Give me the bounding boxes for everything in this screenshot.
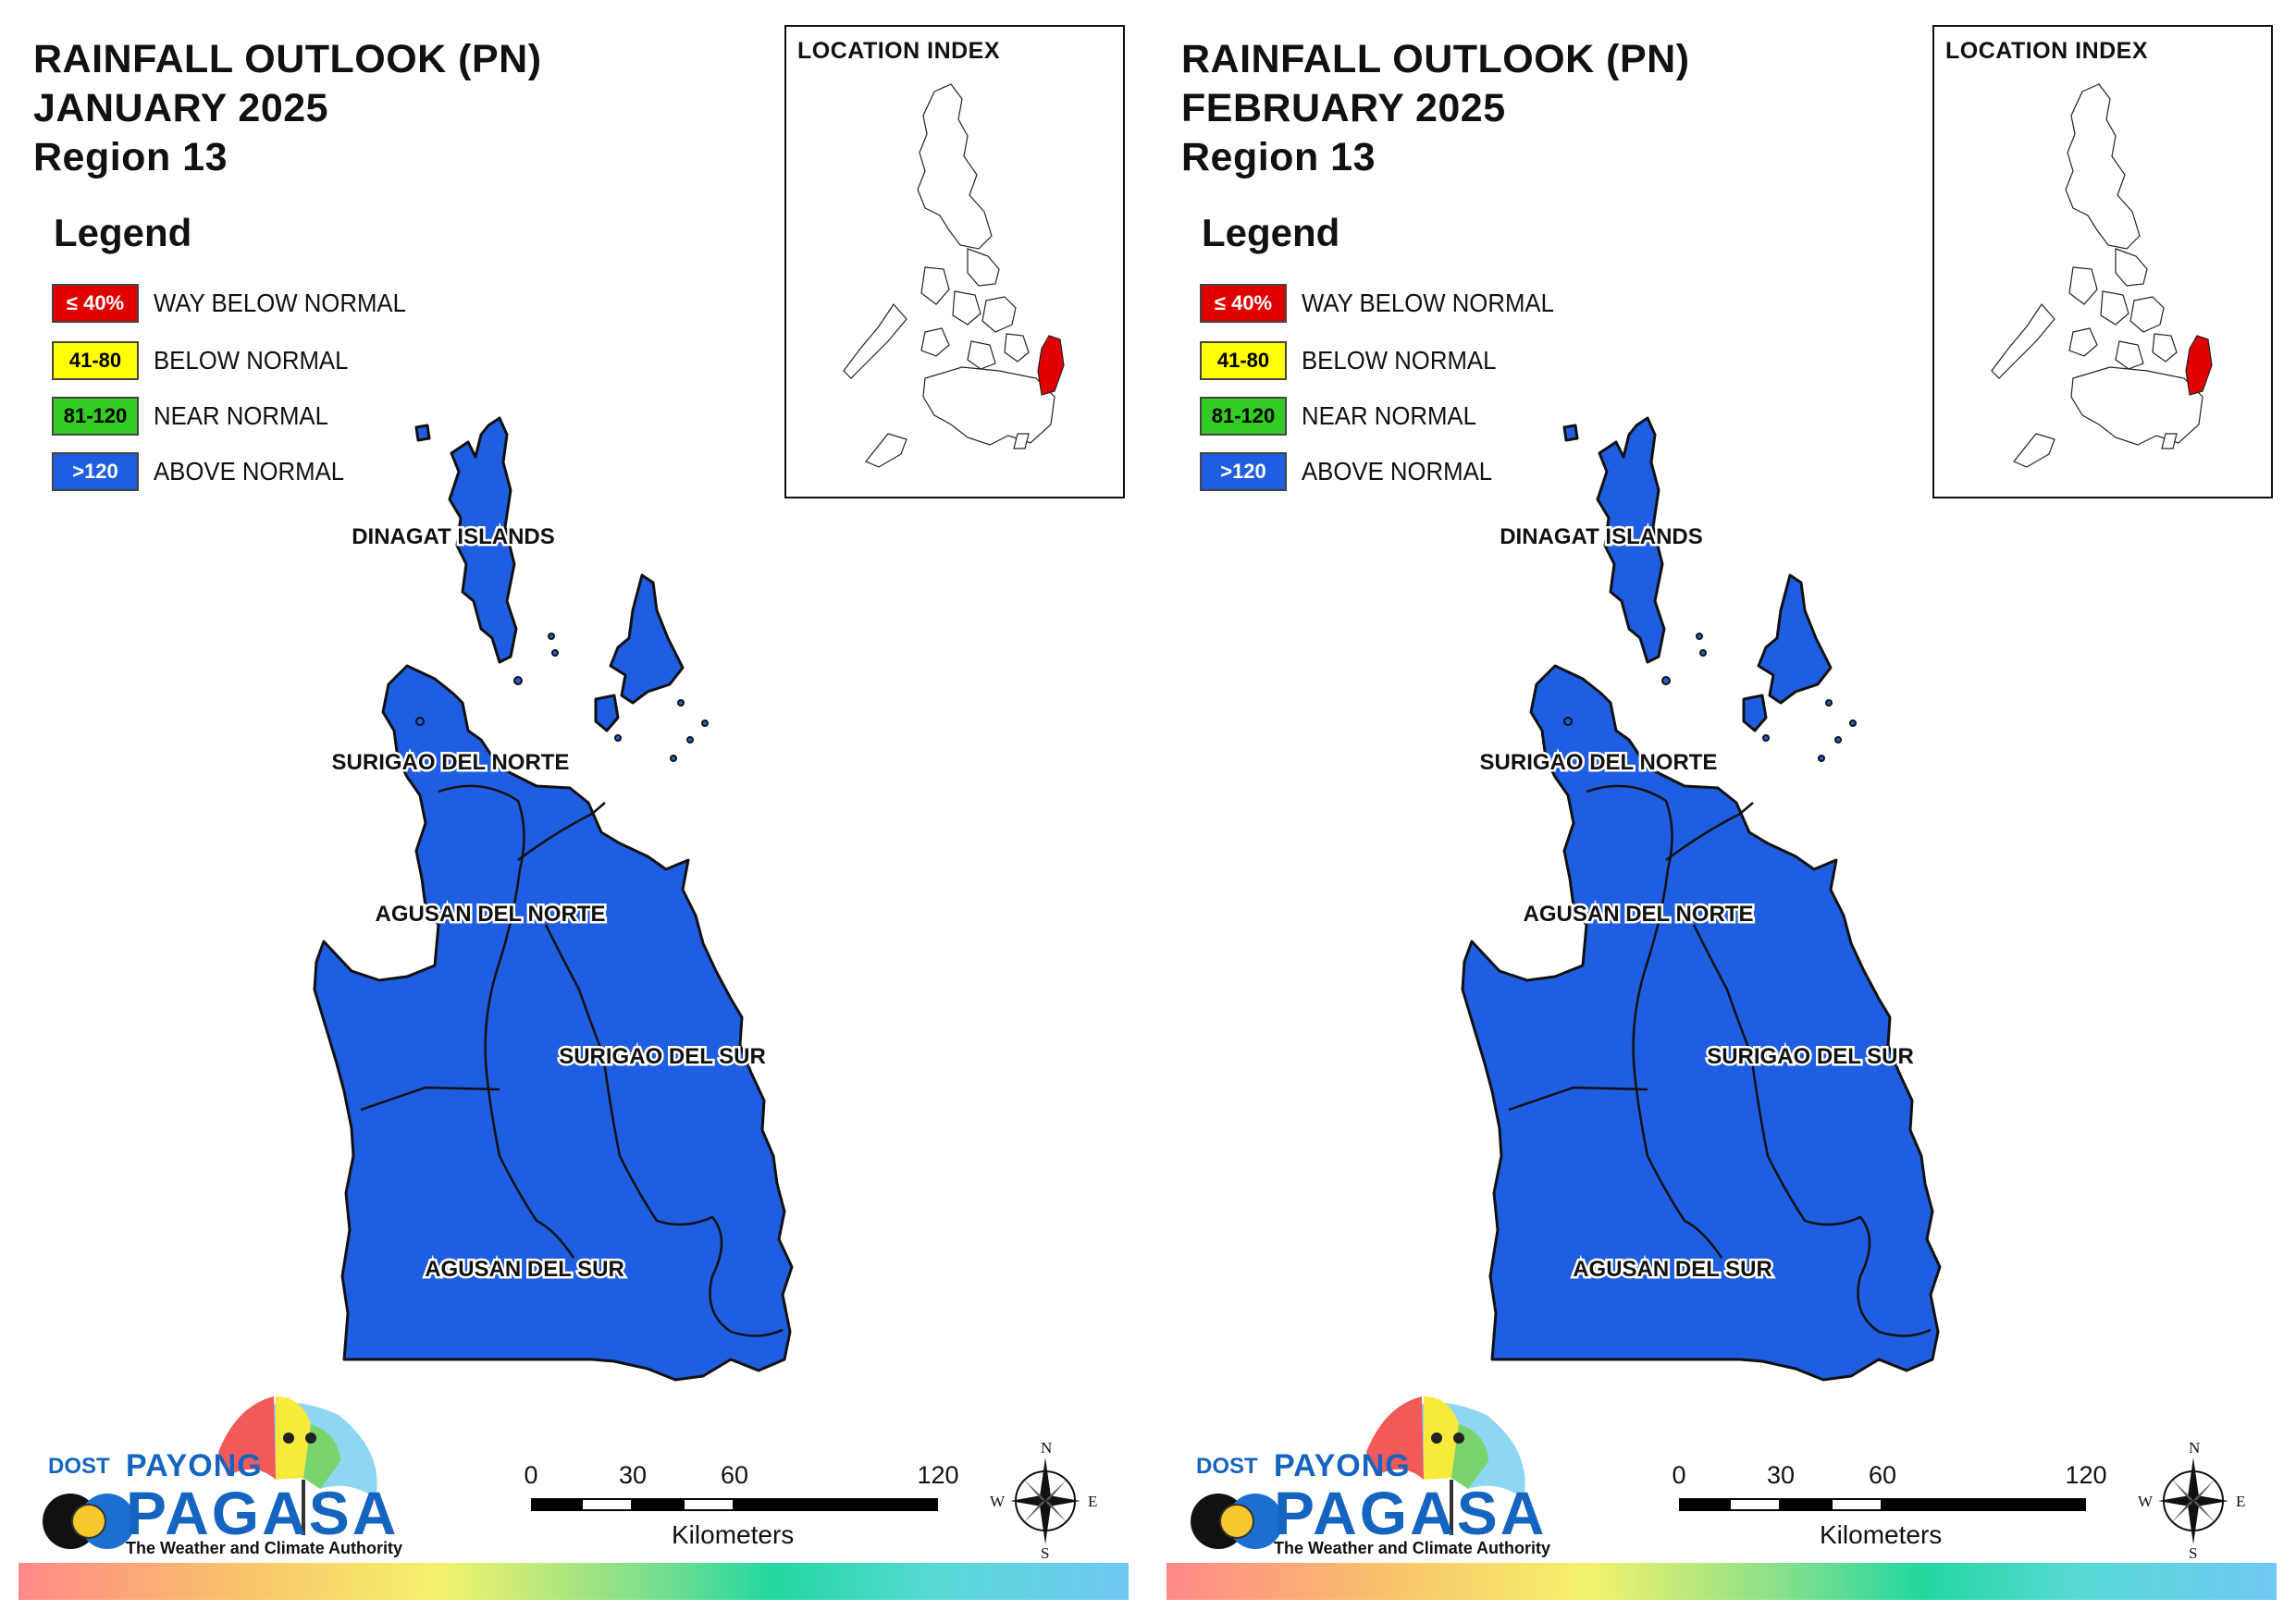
scale-tick-label: 30 <box>1766 1461 1796 1489</box>
scale-unit: Kilometers <box>672 1520 795 1549</box>
label-surigao-del-sur: SURIGAO DEL SUR <box>559 1044 766 1069</box>
legend-item-way-below-normal: ≤ 40% WAY BELOW NORMAL <box>52 283 428 324</box>
logo-pagasa-text: PAGASA <box>1274 1479 1548 1547</box>
legend-label: NEAR NORMAL <box>1302 401 1476 430</box>
title-line-1: RAINFALL OUTLOOK (PN) <box>33 37 542 81</box>
outlook-panel-january: RAINFALL OUTLOOK (PN) JANUARY 2025 Regio… <box>19 25 1129 1600</box>
legend-swatch: ≤ 40% <box>52 284 139 323</box>
logo-dost-text: DOST <box>1196 1454 1258 1479</box>
legend-label: WAY BELOW NORMAL <box>154 289 406 317</box>
legend-title: Legend <box>1202 211 1340 254</box>
scale-tick-label: 120 <box>917 1461 959 1489</box>
legend-title: Legend <box>54 211 192 254</box>
compass-s: S <box>1041 1544 1050 1562</box>
scale-bar: 0 30 60 120 Kilometers <box>1672 1461 2116 1549</box>
legend-swatch: ≤ 40% <box>1200 284 1287 323</box>
philippines-outline-map <box>1991 83 2213 468</box>
legend-swatch: 81-120 <box>52 397 139 436</box>
legend-label: NEAR NORMAL <box>154 401 328 430</box>
label-agusan-del-norte: AGUSAN DEL NORTE <box>1524 902 1754 927</box>
legend-swatch: 41-80 <box>52 341 139 380</box>
label-dinagat-islands: DINAGAT ISLANDS <box>1500 524 1703 549</box>
logo-dost-text: DOST <box>48 1454 110 1479</box>
rainbow-footer-strip <box>19 1563 1129 1600</box>
philippines-outline-map <box>843 83 1065 468</box>
logo-tagline: The Weather and Climate Authority <box>1274 1539 1551 1557</box>
compass-n: N <box>1041 1439 1053 1457</box>
scale-tick-label: 60 <box>1868 1461 1897 1489</box>
region-13-map: DINAGAT ISLANDS SURIGAO DEL NORTE AGUSAN… <box>1461 416 1942 1382</box>
scale-tick-label: 120 <box>2065 1461 2107 1489</box>
pagasa-logo: DOST PAYONG PAGASA The Weather and Clima… <box>1181 1387 1550 1563</box>
north-arrow-compass-icon: N E S W <box>990 1439 1101 1562</box>
legend-item-above-normal: >120 ABOVE NORMAL <box>52 451 361 492</box>
label-agusan-del-norte: AGUSAN DEL NORTE <box>376 902 606 927</box>
logo-payong-text: PAYONG <box>126 1448 263 1483</box>
title-line-1: RAINFALL OUTLOOK (PN) <box>1181 37 1690 81</box>
map-title: RAINFALL OUTLOOK (PN) JANUARY 2025 Regio… <box>33 35 542 182</box>
umbrella-logo-icon <box>1191 1396 1525 1549</box>
label-agusan-del-sur: AGUSAN DEL SUR <box>425 1257 624 1282</box>
label-surigao-del-norte: SURIGAO DEL NORTE <box>332 750 570 775</box>
legend-swatch: >120 <box>1200 452 1287 491</box>
inset-title: LOCATION INDEX <box>1945 38 2149 64</box>
title-line-3: Region 13 <box>1181 135 1376 179</box>
legend-item-above-normal: >120 ABOVE NORMAL <box>1200 451 1509 492</box>
legend-swatch: >120 <box>52 452 139 491</box>
compass-s: S <box>2189 1544 2198 1562</box>
legend-label: WAY BELOW NORMAL <box>1302 289 1554 317</box>
title-line-2: FEBRUARY 2025 <box>1181 86 1506 130</box>
legend-swatch: 41-80 <box>1200 341 1287 380</box>
legend-item-way-below-normal: ≤ 40% WAY BELOW NORMAL <box>1200 283 1576 324</box>
rainbow-footer-strip <box>1167 1563 2277 1600</box>
legend-item-below-normal: 41-80 BELOW NORMAL <box>52 340 365 381</box>
legend-label: ABOVE NORMAL <box>1302 457 1493 486</box>
region-13-highlight <box>2185 335 2213 396</box>
pagasa-logo: DOST PAYONG PAGASA The Weather and Clima… <box>33 1387 402 1563</box>
outlook-panel-february: RAINFALL OUTLOOK (PN) FEBRUARY 2025 Regi… <box>1148 0 2296 1623</box>
compass-e: E <box>1088 1493 1098 1510</box>
logo-pagasa-text: PAGASA <box>126 1479 400 1547</box>
label-agusan-del-sur: AGUSAN DEL SUR <box>1573 1257 1772 1282</box>
compass-e: E <box>2236 1493 2246 1510</box>
umbrella-logo-icon <box>43 1396 377 1549</box>
logo-payong-text: PAYONG <box>1274 1448 1411 1483</box>
inset-title: LOCATION INDEX <box>797 38 1001 64</box>
label-surigao-del-sur: SURIGAO DEL SUR <box>1707 1044 1914 1069</box>
scale-tick-label: 0 <box>524 1461 538 1489</box>
location-index-inset: LOCATION INDEX <box>1932 25 2273 498</box>
north-arrow-compass-icon: N E S W <box>2138 1439 2249 1562</box>
legend-item-near-normal: 81-120 NEAR NORMAL <box>52 396 343 436</box>
logo-tagline: The Weather and Climate Authority <box>126 1539 403 1557</box>
legend-label: BELOW NORMAL <box>1302 346 1497 375</box>
compass-w: W <box>2138 1493 2154 1510</box>
compass-w: W <box>990 1493 1006 1510</box>
legend-label: ABOVE NORMAL <box>154 457 345 486</box>
compass-n: N <box>2189 1439 2201 1457</box>
scale-tick-label: 60 <box>720 1461 749 1489</box>
map-title: RAINFALL OUTLOOK (PN) FEBRUARY 2025 Regi… <box>1181 35 1690 182</box>
scale-tick-label: 0 <box>1672 1461 1686 1489</box>
title-line-2: JANUARY 2025 <box>33 86 329 130</box>
legend-swatch: 81-120 <box>1200 397 1287 436</box>
region-13-highlight <box>1037 335 1065 396</box>
scale-unit: Kilometers <box>1820 1520 1943 1549</box>
scale-bar: 0 30 60 120 Kilometers <box>524 1461 968 1549</box>
label-dinagat-islands: DINAGAT ISLANDS <box>352 524 555 549</box>
legend-label: BELOW NORMAL <box>154 346 349 375</box>
scale-tick-label: 30 <box>618 1461 648 1489</box>
location-index-inset: LOCATION INDEX <box>784 25 1125 498</box>
legend-item-near-normal: 81-120 NEAR NORMAL <box>1200 396 1491 436</box>
legend-item-below-normal: 41-80 BELOW NORMAL <box>1200 340 1513 381</box>
region-13-map: DINAGAT ISLANDS SURIGAO DEL NORTE AGUSAN… <box>313 416 794 1382</box>
label-surigao-del-norte: SURIGAO DEL NORTE <box>1480 750 1718 775</box>
title-line-3: Region 13 <box>33 135 228 179</box>
